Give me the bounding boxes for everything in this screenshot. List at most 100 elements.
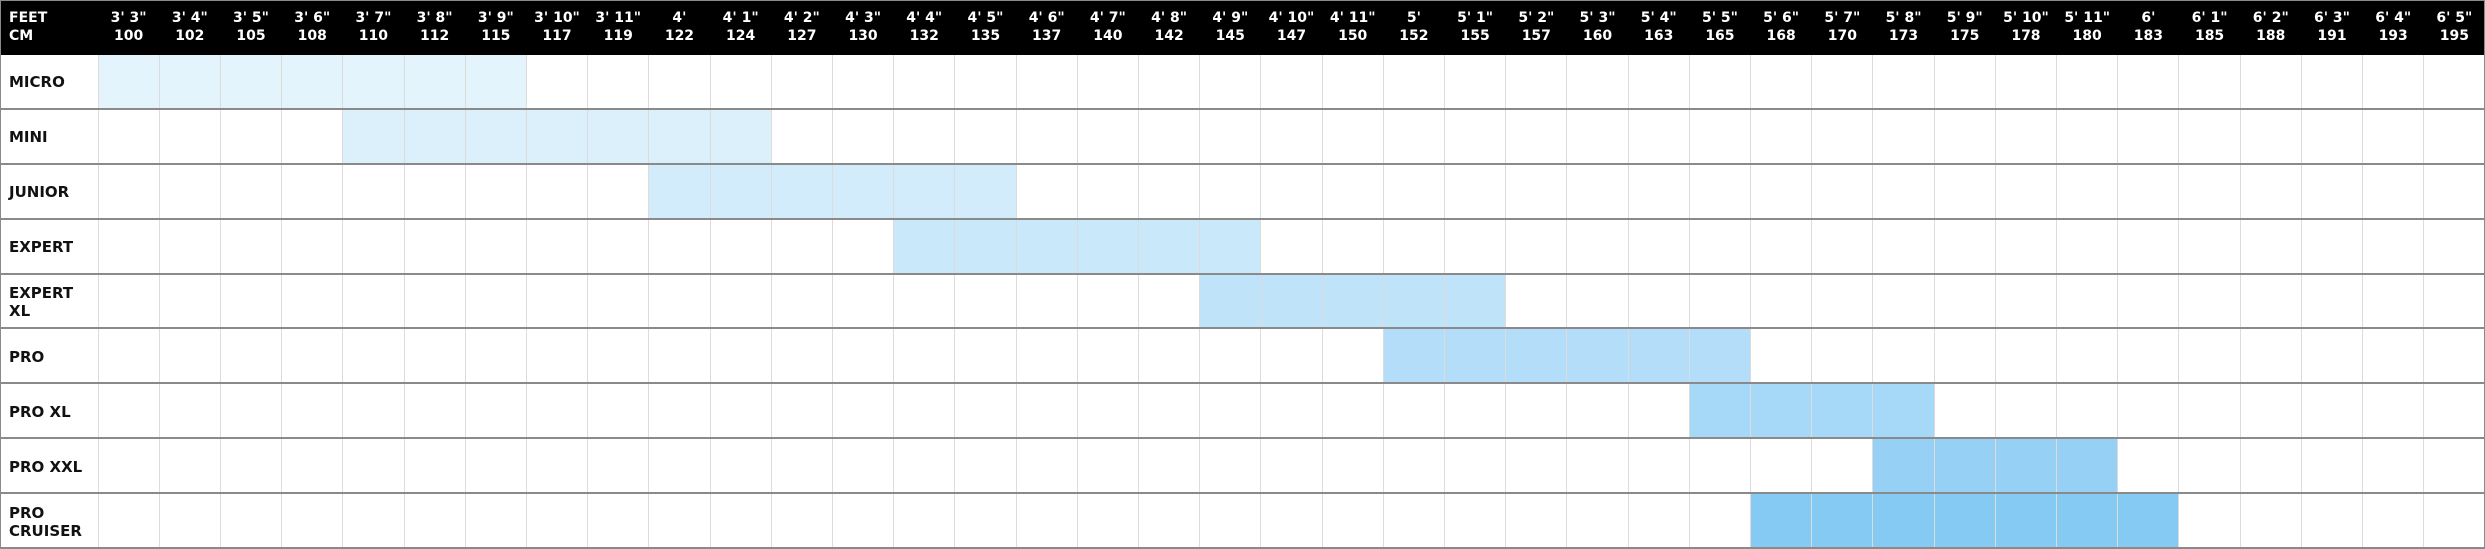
feet: 5' 9" (1946, 10, 1983, 26)
cm: 185 (2194, 28, 2225, 44)
column-header: 4' 4" 132 (894, 9, 955, 45)
row-label: PRO XL (9, 402, 71, 421)
cm: 102 (175, 28, 205, 44)
row-label: PRO XXL (9, 457, 83, 476)
column-header: 3' 8" 112 (404, 9, 465, 45)
row-label: EXPERT XL (9, 283, 74, 320)
feet: 5' (1406, 10, 1421, 26)
row-separator (0, 437, 2485, 440)
grid-line (1872, 55, 1874, 549)
grid-line (1199, 55, 1201, 549)
cm: 173 (1888, 28, 1919, 44)
feet: 3' 11" (595, 10, 642, 26)
feet: 6' (2141, 10, 2156, 26)
column-header: 6' 4" 193 (2363, 9, 2424, 45)
cm-label: CM (9, 28, 34, 44)
grid-line (1444, 55, 1445, 549)
column-header: 3' 5" 105 (220, 9, 281, 45)
column-header: 3' 7" 110 (343, 9, 404, 45)
feet: 4' 1" (722, 10, 759, 26)
row-separator (0, 382, 2485, 385)
cm: 145 (1215, 28, 1245, 44)
grid-line (648, 55, 650, 549)
cm: 127 (787, 28, 817, 44)
cm: 165 (1705, 28, 1735, 44)
cm: 130 (848, 28, 878, 44)
column-header: 5' 6" 168 (1751, 9, 1812, 45)
feet: 3' 4" (171, 10, 208, 26)
feet: 3' 3" (110, 10, 147, 26)
grid-line (464, 55, 466, 549)
column-header: 6' 5" 195 (2424, 9, 2485, 45)
feet: 6' 4" (2375, 10, 2412, 26)
row-label-cell: PRO XL (0, 384, 98, 439)
cm: 155 (1460, 28, 1490, 44)
feet: 5' 6" (1763, 10, 1800, 26)
grid-line (831, 55, 833, 549)
grid-line (403, 55, 405, 549)
column-header: 4' 7" 140 (1077, 9, 1138, 45)
cm: 110 (358, 28, 389, 44)
cm: 108 (297, 28, 327, 44)
cm: 150 (1338, 28, 1368, 44)
cm: 124 (726, 28, 756, 44)
row-label: MICRO (9, 73, 65, 92)
column-header: 6' 1" 185 (2179, 9, 2240, 45)
column-header: 6' 2" 188 (2240, 9, 2301, 45)
grid-line (525, 55, 527, 549)
grid-line (1382, 55, 1384, 549)
row-separator (0, 217, 2485, 220)
column-header: 5' 11" 180 (2057, 9, 2118, 45)
cm: 142 (1154, 28, 1184, 44)
grid-line (1505, 55, 1507, 549)
row-label-cell: MINI (0, 110, 98, 165)
column-header: 5' 3" 160 (1567, 9, 1628, 45)
column-header: 3' 4" 102 (159, 9, 220, 45)
cm: 160 (1582, 28, 1613, 44)
column-header: 4' 1" 124 (710, 9, 771, 45)
row-label: MINI (9, 128, 48, 147)
column-header: 6' 183 (2118, 9, 2179, 45)
column-header: 6' 3" 191 (2301, 9, 2362, 45)
feet: 5' 1" (1457, 10, 1494, 26)
cm: 140 (1093, 28, 1123, 44)
cm: 170 (1827, 28, 1857, 44)
row-label: PRO CRUISER (9, 503, 82, 540)
grid-line (1076, 55, 1078, 549)
column-header: 3' 10" 117 (526, 9, 587, 45)
row-separator (0, 272, 2485, 275)
cm: 175 (1950, 28, 1980, 44)
row-label-cell: PRO (0, 329, 98, 384)
feet: 3' 9" (477, 10, 514, 26)
column-header: 4' 8" 142 (1138, 9, 1199, 45)
feet: 6' 5" (2436, 10, 2473, 26)
grid-line (1137, 55, 1139, 549)
column-header: 3' 3" 100 (98, 9, 159, 45)
feet: 3' 5" (233, 10, 269, 26)
grid-line (1260, 55, 1262, 549)
feet: 4' 5" (967, 10, 1004, 26)
cm: 193 (2378, 28, 2408, 44)
grid-line (281, 55, 283, 549)
grid-line (2300, 55, 2302, 549)
column-header: 3' 6" 108 (282, 9, 343, 45)
column-header: 4' 6" 137 (1016, 9, 1077, 45)
row-label: JUNIOR (9, 183, 70, 202)
cm: 135 (970, 28, 1001, 44)
column-header: 5' 8" 173 (1873, 9, 1934, 45)
feet: 4' 10" (1268, 10, 1315, 26)
row-label-cell: PRO CRUISER (0, 494, 98, 549)
column-header: 5' 7" 170 (1812, 9, 1873, 45)
grid-line (1321, 55, 1323, 549)
row-label-cell: EXPERT XL (0, 275, 98, 330)
grid-line (2056, 55, 2058, 549)
row-label-cell: JUNIOR (0, 165, 98, 220)
feet: 3' 6" (294, 10, 331, 26)
column-header: 4' 5" 135 (955, 9, 1016, 45)
column-header: 4' 2" 127 (771, 9, 832, 45)
feet: 4' 4" (906, 10, 943, 26)
grid-line (1933, 55, 1935, 549)
cm: 183 (2133, 28, 2163, 44)
